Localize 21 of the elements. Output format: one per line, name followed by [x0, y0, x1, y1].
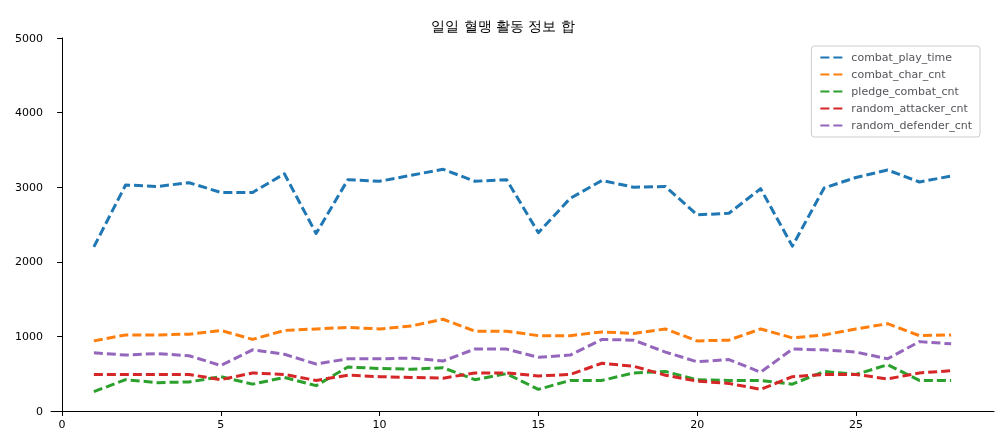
- x-tick-label: 10: [372, 418, 387, 431]
- line-series: [92, 167, 953, 249]
- y-tick-label: 0: [36, 404, 43, 418]
- legend-label: combat_play_time: [851, 51, 953, 64]
- legend-label: random_attacker_cnt: [851, 102, 969, 115]
- y-tick-label: 3000: [15, 180, 43, 194]
- legend-label: random_defender_cnt: [851, 119, 973, 132]
- y-tick-label: 1000: [15, 329, 43, 343]
- line-series: [92, 337, 953, 374]
- x-tick-label: 25: [848, 418, 863, 431]
- x-tick-label: 0: [58, 418, 66, 431]
- chart-title: 일일 혈맹 활동 정보 합: [431, 18, 575, 34]
- y-tick-label: 4000: [15, 106, 43, 120]
- legend-label: pledge_combat_cnt: [851, 85, 960, 98]
- x-tick-label: 15: [531, 418, 546, 431]
- line-series: [92, 317, 953, 343]
- x-tick-label: 5: [217, 418, 225, 431]
- y-tick-label: 2000: [15, 255, 43, 269]
- y-tick-label: 5000: [15, 31, 43, 45]
- x-tick-label: 20: [690, 418, 705, 431]
- legend-label: combat_char_cnt: [851, 68, 947, 81]
